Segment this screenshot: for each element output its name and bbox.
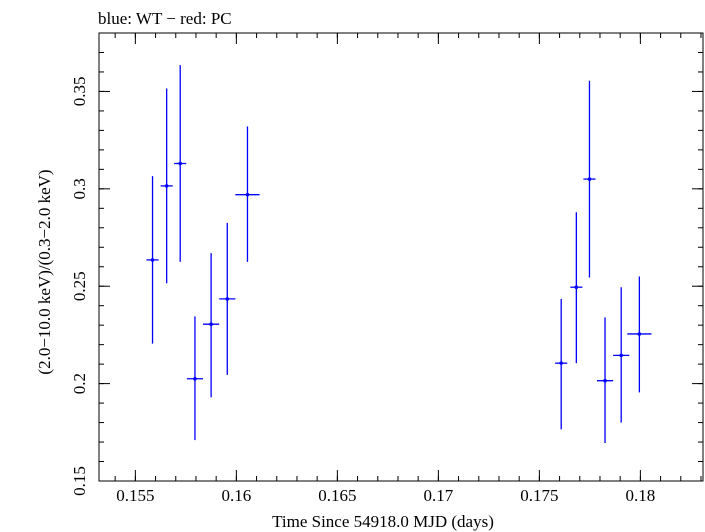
data-point [555,298,568,430]
plot-frame [98,32,704,482]
data-point [596,317,614,444]
y-axis-tick-labels: 0.15 0.2 0.25 0.3 0.35 [70,77,89,496]
data-point [146,176,159,344]
x-axis-ticks [114,33,702,481]
y-axis-label: (2.0−10.0 keV)/(0.3−2.0 keV) [35,169,54,374]
x-axis-label: Time Since 54918.0 MJD (days) [272,512,494,531]
data-point [235,126,260,262]
x-tick-label: 0.165 [318,486,356,505]
point-marker [619,353,623,358]
y-tick-label: 0.25 [70,271,89,301]
x-tick-label: 0.18 [626,486,656,505]
x-axis-tick-labels: 0.155 0.16 0.165 0.17 0.175 0.18 [116,486,655,505]
x-tick-label: 0.175 [520,486,558,505]
data-point [203,253,220,398]
point-marker [559,361,563,365]
y-tick-label: 0.2 [70,373,89,394]
x-tick-label: 0.17 [423,486,453,505]
x-tick-label: 0.16 [221,486,251,505]
point-marker [245,192,250,197]
point-marker [164,184,169,188]
data-point [186,316,204,441]
data-point [613,287,630,423]
data-point [174,65,187,262]
point-marker [603,378,607,383]
point-marker [178,161,183,166]
data-point [583,80,596,278]
point-marker [637,332,642,336]
data-point [160,88,173,284]
point-marker [150,258,155,262]
data-point [627,276,652,393]
point-marker [193,376,197,381]
chart-title: blue: WT − red: PC [98,9,232,28]
y-tick-label: 0.3 [70,178,89,199]
data-point [219,222,236,375]
data-points [146,65,652,444]
point-marker [225,297,230,301]
data-point [570,212,583,364]
y-tick-label: 0.15 [70,466,89,496]
point-marker [209,322,213,327]
x-tick-label: 0.155 [116,486,154,505]
y-axis-ticks [99,32,703,482]
point-marker [587,177,592,181]
y-tick-label: 0.35 [70,77,89,107]
point-marker [574,285,579,289]
